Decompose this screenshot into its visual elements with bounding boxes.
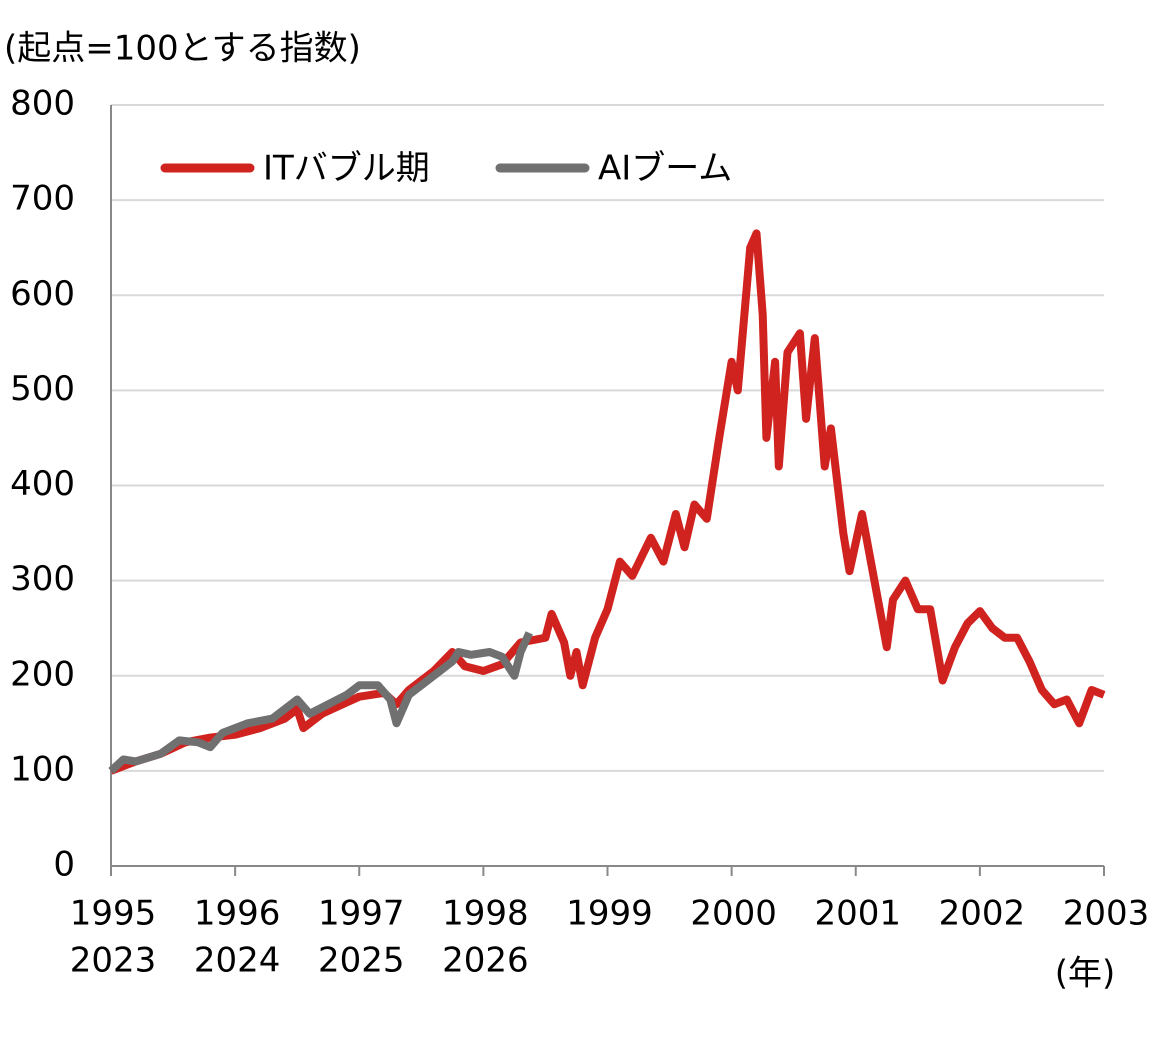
x-tick-label: 2002 — [939, 894, 1026, 934]
series-line — [109, 229, 1106, 775]
x-unit-label: (年) — [1055, 954, 1116, 994]
y-tick-label: 800 — [10, 84, 75, 124]
series-line — [108, 631, 533, 774]
x-tick-label: 2001 — [814, 894, 901, 934]
y-tick-label: 600 — [10, 274, 75, 314]
y-tick-label: 100 — [10, 749, 75, 789]
x-tick-label: 1996 — [194, 894, 281, 934]
y-tick-label: 300 — [10, 559, 75, 599]
x-tick-label-secondary: 2026 — [442, 941, 529, 981]
legend-label: AIブーム — [598, 149, 732, 189]
y-tick-label: 700 — [10, 179, 75, 219]
y-tick-label: 0 — [53, 845, 75, 885]
y-tick-label: 200 — [10, 654, 75, 694]
x-tick-label-secondary: 2024 — [194, 941, 281, 981]
x-tick-label: 1999 — [566, 894, 653, 934]
x-tick-label: 1995 — [70, 894, 157, 934]
x-tick-label: 2003 — [1063, 894, 1150, 934]
x-tick-label: 2000 — [690, 894, 777, 934]
x-tick-label: 1997 — [318, 894, 405, 934]
x-tick-label-secondary: 2023 — [70, 941, 157, 981]
x-tick-label: 1998 — [442, 894, 529, 934]
y-tick-label: 500 — [10, 369, 75, 409]
x-tick-label-secondary: 2025 — [318, 941, 405, 981]
legend-label: ITバブル期 — [263, 149, 430, 189]
y-tick-label: 400 — [10, 464, 75, 504]
y-axis-label: (起点=100とする指数) — [4, 29, 361, 69]
